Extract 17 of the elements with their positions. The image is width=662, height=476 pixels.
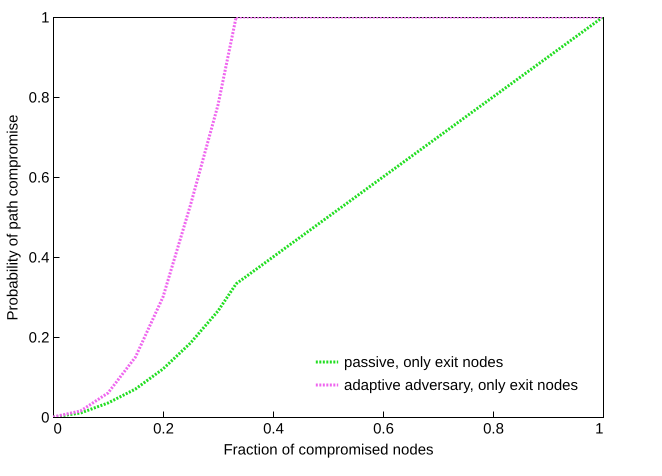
y-tick-label: 0.6 <box>28 170 50 186</box>
x-axis-title: Fraction of compromised nodes <box>223 442 434 458</box>
y-tick-label: 0 <box>41 410 50 426</box>
x-tick-label: 0.6 <box>373 420 394 438</box>
x-tick-label: 0 <box>54 420 62 438</box>
y-axis-title: Probability of path compromise <box>4 114 22 320</box>
x-tick-label: 0.8 <box>483 420 504 438</box>
legend-label: adaptive adversary, only exit nodes <box>344 377 578 394</box>
y-tick-label: 0.4 <box>28 250 50 266</box>
legend-label: passive, only exit nodes <box>344 354 504 371</box>
x-tick-label: 0.2 <box>153 420 174 438</box>
x-tick-label: 0.4 <box>263 420 284 438</box>
y-tick-label: 0.8 <box>28 90 50 106</box>
y-tick-label: 0.2 <box>28 330 50 346</box>
x-tick-label: 1 <box>595 420 604 438</box>
y-tick-label: 1 <box>41 10 50 26</box>
line-series <box>53 17 603 417</box>
